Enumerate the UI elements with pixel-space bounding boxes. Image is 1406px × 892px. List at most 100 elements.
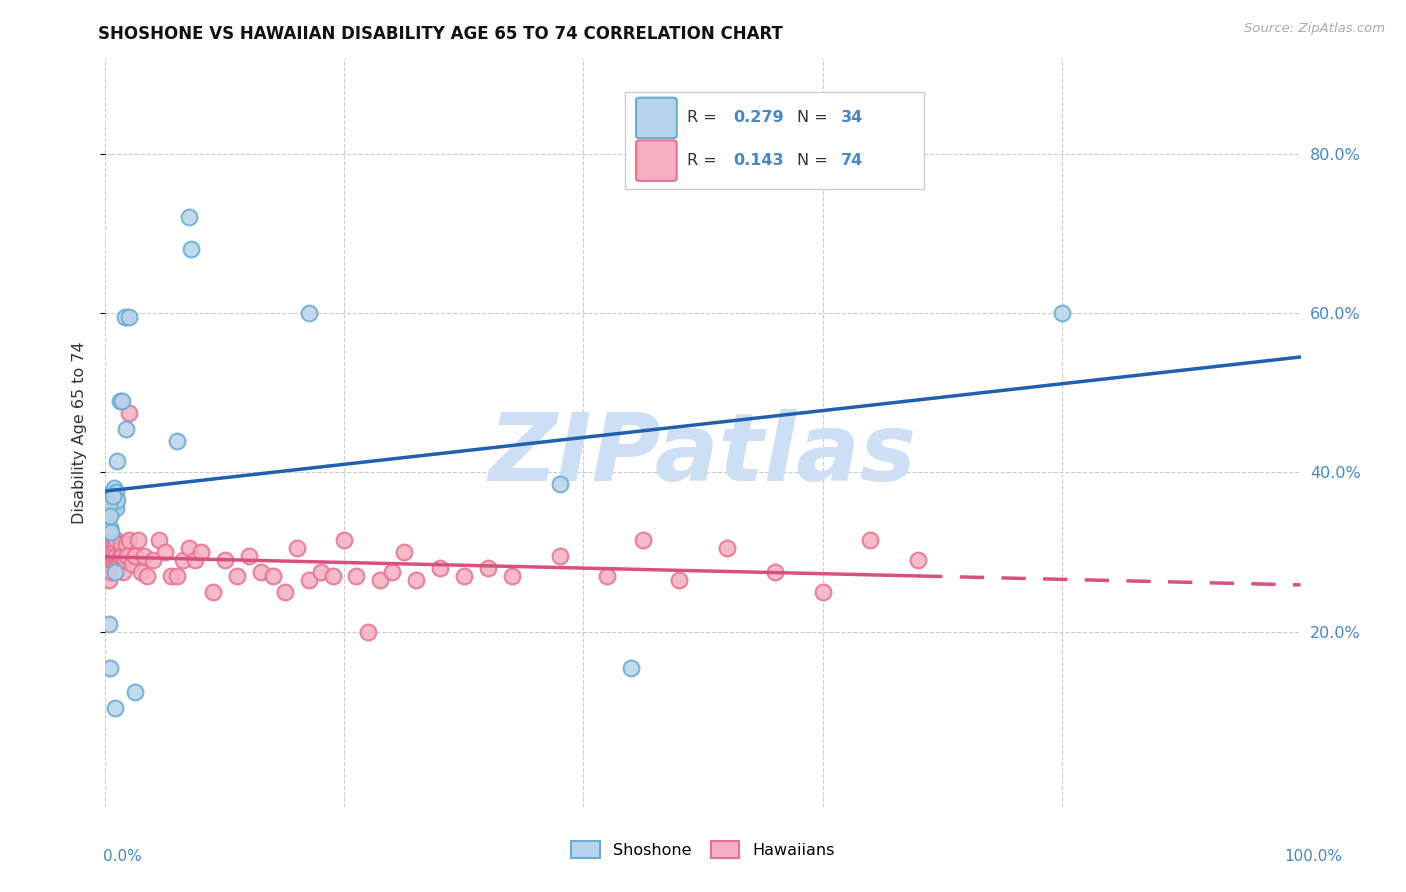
Point <box>104 565 127 579</box>
Point <box>98 545 121 559</box>
Text: 0.279: 0.279 <box>733 111 783 126</box>
Point <box>405 573 427 587</box>
Point <box>101 485 124 500</box>
Point <box>548 477 571 491</box>
Point <box>101 553 124 567</box>
Point <box>859 533 882 548</box>
Point <box>97 537 120 551</box>
Point <box>620 661 643 675</box>
Point <box>115 549 138 564</box>
Point <box>298 573 321 587</box>
Point <box>129 565 153 579</box>
Point <box>107 453 129 467</box>
Point <box>104 700 127 714</box>
Point <box>501 569 523 583</box>
Point <box>763 565 786 579</box>
Point <box>1050 306 1073 320</box>
Point <box>111 549 134 564</box>
Point <box>309 565 332 579</box>
Point <box>121 557 143 571</box>
Point <box>98 497 121 511</box>
Point <box>250 565 273 579</box>
Point <box>716 541 738 556</box>
Point <box>477 561 499 575</box>
Point <box>273 585 295 599</box>
Point <box>392 545 416 559</box>
Text: 34: 34 <box>841 111 863 126</box>
Point <box>97 557 120 571</box>
Point <box>111 393 134 408</box>
Point <box>633 533 655 548</box>
Point <box>108 393 131 408</box>
Point <box>132 549 155 564</box>
Point <box>225 569 249 583</box>
Point <box>190 545 212 559</box>
Point <box>96 545 118 559</box>
Point <box>214 553 236 567</box>
Point <box>346 569 368 583</box>
Point <box>105 549 128 564</box>
Point <box>118 533 141 548</box>
Point <box>453 569 475 583</box>
Point <box>114 553 136 567</box>
Text: 74: 74 <box>841 153 863 168</box>
Text: R =: R = <box>688 153 723 168</box>
Point <box>101 489 124 503</box>
Legend: Shoshone, Hawaiians: Shoshone, Hawaiians <box>567 836 839 863</box>
Point <box>104 497 127 511</box>
Point <box>103 497 125 511</box>
Point <box>97 525 120 540</box>
Point <box>100 545 122 559</box>
Point <box>98 573 121 587</box>
Point <box>127 533 149 548</box>
Point <box>110 537 132 551</box>
FancyBboxPatch shape <box>636 140 676 181</box>
Point <box>108 549 131 564</box>
FancyBboxPatch shape <box>636 98 676 138</box>
Text: N =: N = <box>797 111 834 126</box>
Point <box>103 549 125 564</box>
Point <box>298 306 321 320</box>
Point <box>429 561 451 575</box>
Point <box>184 553 207 567</box>
Point <box>668 573 690 587</box>
Point <box>285 541 308 556</box>
Point <box>153 545 177 559</box>
Point <box>98 557 121 571</box>
Point <box>321 569 344 583</box>
Text: 100.0%: 100.0% <box>1285 849 1343 863</box>
Point <box>101 497 124 511</box>
Point <box>98 661 121 675</box>
FancyBboxPatch shape <box>626 92 924 189</box>
Point <box>142 553 165 567</box>
Text: 0.143: 0.143 <box>733 153 783 168</box>
Point <box>100 505 122 519</box>
Point <box>262 569 284 583</box>
Point <box>172 553 194 567</box>
Point <box>136 569 159 583</box>
Point <box>101 533 124 548</box>
Point <box>104 537 127 551</box>
Text: R =: R = <box>688 111 723 126</box>
Point <box>148 533 170 548</box>
Point <box>177 211 201 225</box>
Point <box>381 565 404 579</box>
Point <box>114 422 136 436</box>
Point <box>107 557 129 571</box>
Point <box>368 573 391 587</box>
Point <box>98 509 121 524</box>
Point <box>100 501 122 516</box>
Point <box>98 616 121 631</box>
Point <box>907 553 929 567</box>
Point <box>166 434 188 448</box>
Point <box>166 569 188 583</box>
Point <box>103 545 125 559</box>
Point <box>118 310 141 324</box>
Point <box>98 521 121 535</box>
Point <box>357 624 380 639</box>
Text: N =: N = <box>797 153 834 168</box>
Point <box>238 549 260 564</box>
Text: Source: ZipAtlas.com: Source: ZipAtlas.com <box>1244 22 1385 36</box>
Point <box>160 569 183 583</box>
Point <box>112 565 135 579</box>
